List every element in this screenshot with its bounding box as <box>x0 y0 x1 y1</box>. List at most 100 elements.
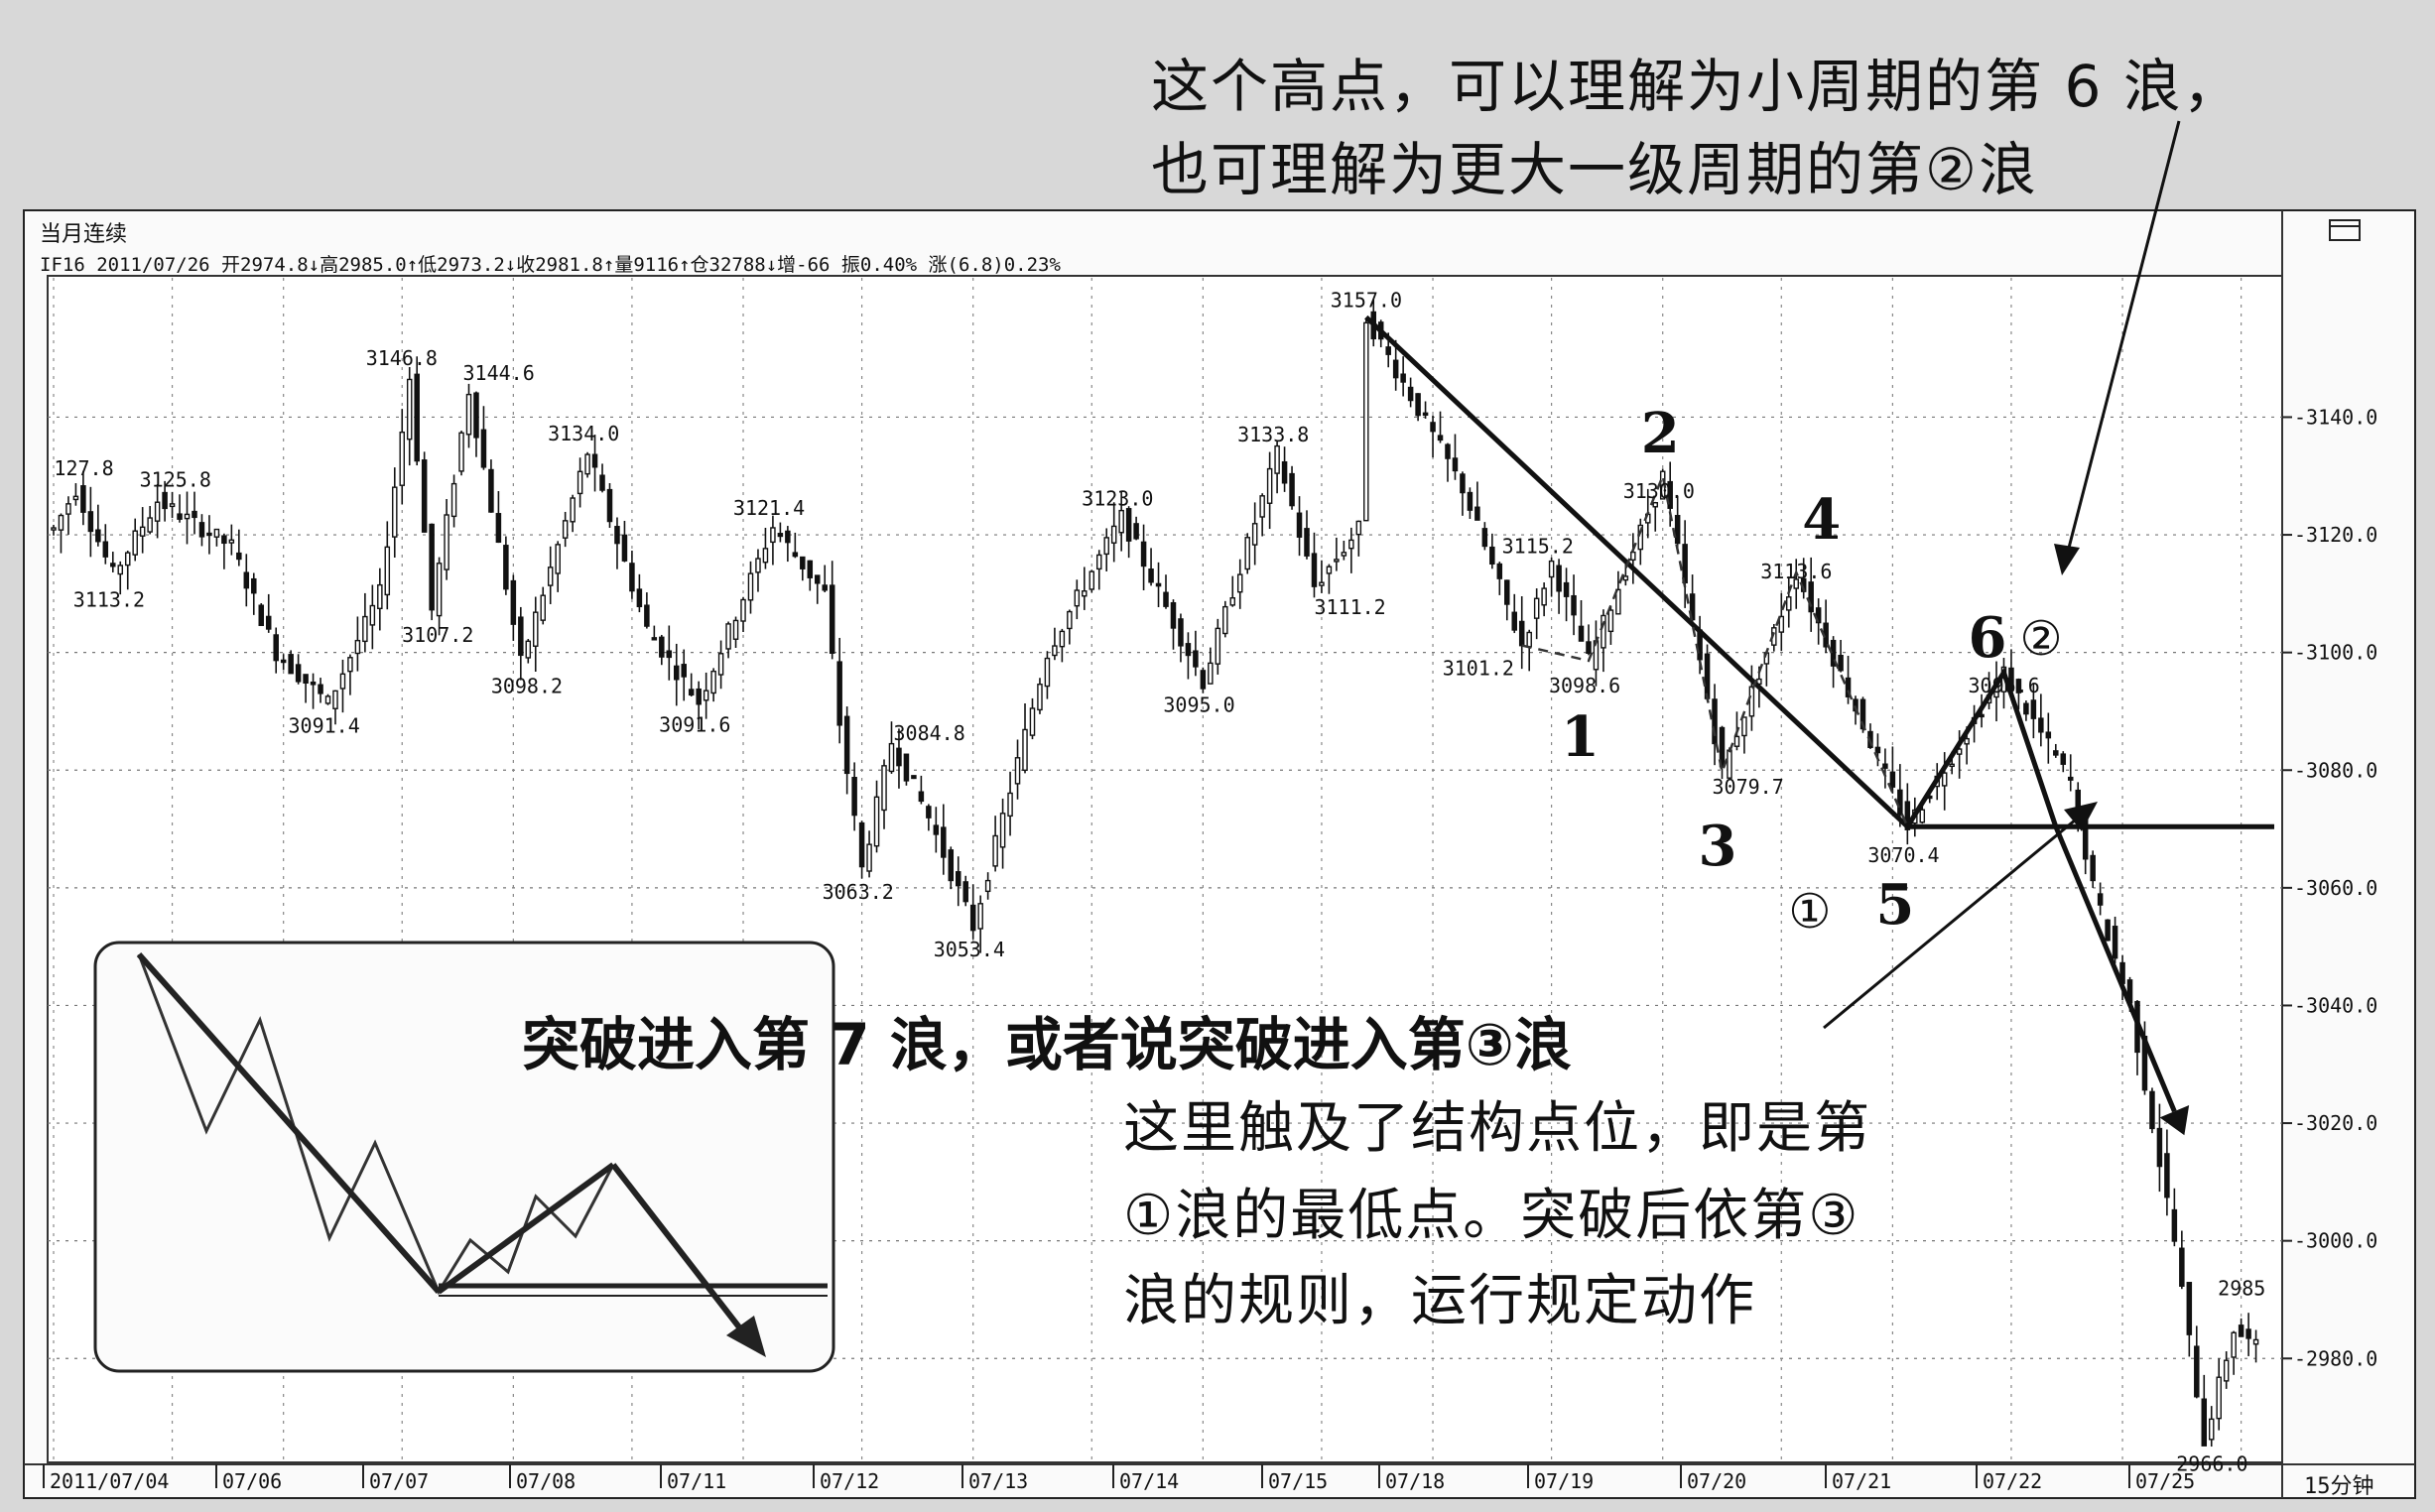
callout-arrow-top-head <box>2054 544 2080 575</box>
inset-rebound-line <box>437 1162 615 1295</box>
price-label: 3115.2 <box>1502 535 1574 559</box>
candle-body <box>1489 546 1495 566</box>
candle-body <box>873 796 880 847</box>
price-label: 3133.8 <box>1237 423 1309 446</box>
price-label: 3111.2 <box>1314 595 1385 619</box>
y-tick-labels: -3140.0 -3120.0 -3100.0 -3080.0 -3060.0 -3040… <box>2294 405 2377 1370</box>
candle-body <box>2216 1376 2222 1420</box>
candle-body <box>941 826 947 858</box>
candle-body <box>221 535 227 545</box>
candle-body <box>288 654 294 675</box>
candle-body <box>755 558 761 573</box>
candle-body <box>1110 525 1117 544</box>
candle-body <box>1259 495 1265 518</box>
candle-body <box>903 753 910 782</box>
y-tick-label: -3140.0 <box>2294 405 2377 429</box>
price-label: 2985 <box>2218 1277 2265 1301</box>
candle-body <box>762 548 769 564</box>
candle-body <box>533 611 539 647</box>
y-tick-label: -3020.0 <box>2294 1111 2377 1135</box>
y-tick-label: -2980.0 <box>2294 1346 2377 1370</box>
candle-body <box>777 533 784 538</box>
candle-body <box>2053 750 2059 756</box>
candle-body <box>1118 509 1124 534</box>
candle-body <box>1518 620 1525 647</box>
x-tick-label: 07/08 <box>516 1469 576 1493</box>
candle-body <box>829 584 835 654</box>
note-line-3: 浪的规则，运行规定动作 <box>1123 1269 1756 1333</box>
wave-label: 2 <box>1641 401 1680 466</box>
candle-body <box>926 806 932 819</box>
candle-body <box>258 604 265 627</box>
candle-body <box>444 514 449 570</box>
candle-body <box>851 777 857 817</box>
candle-body <box>770 527 776 544</box>
price-label: 3157.0 <box>1331 289 1402 313</box>
candle-body <box>1607 609 1614 633</box>
candle-body <box>332 690 338 709</box>
x-tick-label: 2011/07/04 <box>50 1469 169 1493</box>
candle-body <box>1712 698 1718 745</box>
quote-line: IF16 2011/07/26 开2974.8↓高2985.0↑低2973.2↓… <box>40 254 1061 276</box>
candle-body <box>1326 566 1333 574</box>
price-label: 3096.6 <box>1968 674 2039 697</box>
candle-body <box>2090 854 2096 882</box>
candle-body <box>1586 641 1592 655</box>
candle-body <box>955 871 961 887</box>
candle-body <box>547 567 554 586</box>
candle-body <box>674 665 680 681</box>
candle-body <box>636 588 643 608</box>
candle-body <box>2105 919 2111 942</box>
candle-body <box>725 623 731 650</box>
candle-body <box>1808 581 1814 613</box>
maximize-icon[interactable] <box>2329 219 2361 241</box>
candle-body <box>2030 699 2037 719</box>
candle-body <box>1548 560 1555 578</box>
candle-body <box>1007 792 1013 818</box>
inset-arrowhead <box>726 1316 766 1357</box>
candle-body <box>1178 618 1184 647</box>
candle-body <box>1244 537 1250 570</box>
candle-body <box>1185 643 1192 657</box>
candle-body <box>169 503 176 508</box>
projection-line <box>2053 825 2177 1113</box>
candle-body <box>858 821 865 868</box>
candle-body <box>310 681 317 686</box>
candle-body <box>1830 639 1837 667</box>
candle-body <box>2245 1328 2251 1339</box>
candle-body <box>1845 677 1852 697</box>
candle-body <box>688 689 695 696</box>
candle-body <box>1014 757 1021 785</box>
price-label: 127.8 <box>54 456 113 480</box>
price-label: 3084.8 <box>893 721 964 745</box>
wave-path <box>1521 471 2057 829</box>
candle-body <box>2156 1127 2163 1168</box>
candle-body <box>206 532 212 537</box>
candle-body <box>303 674 309 685</box>
candle-body <box>1044 657 1051 688</box>
candle-body <box>1148 568 1154 583</box>
candle-body <box>1556 565 1562 592</box>
candle-body <box>1979 713 1985 718</box>
candle-body <box>192 510 197 519</box>
candle-body <box>65 503 71 515</box>
candle-body <box>117 565 124 575</box>
candle-body <box>1445 443 1451 459</box>
wave-label: 6 <box>1968 605 2006 671</box>
candle-body <box>2164 1153 2170 1198</box>
candle-body <box>480 429 487 468</box>
candle-body <box>866 843 872 872</box>
candle-body <box>1727 749 1732 779</box>
callout-arrow-top <box>2066 120 2181 553</box>
candle-body <box>273 634 279 662</box>
candle-body <box>1815 607 1822 624</box>
candle-body <box>1652 502 1658 508</box>
candle-body <box>843 715 850 775</box>
candle-body <box>2023 702 2029 715</box>
candle-body <box>629 563 635 592</box>
candle-body <box>421 459 428 533</box>
candle-body <box>933 824 940 835</box>
candle-body <box>1052 645 1058 657</box>
candle-body <box>2112 926 2118 959</box>
